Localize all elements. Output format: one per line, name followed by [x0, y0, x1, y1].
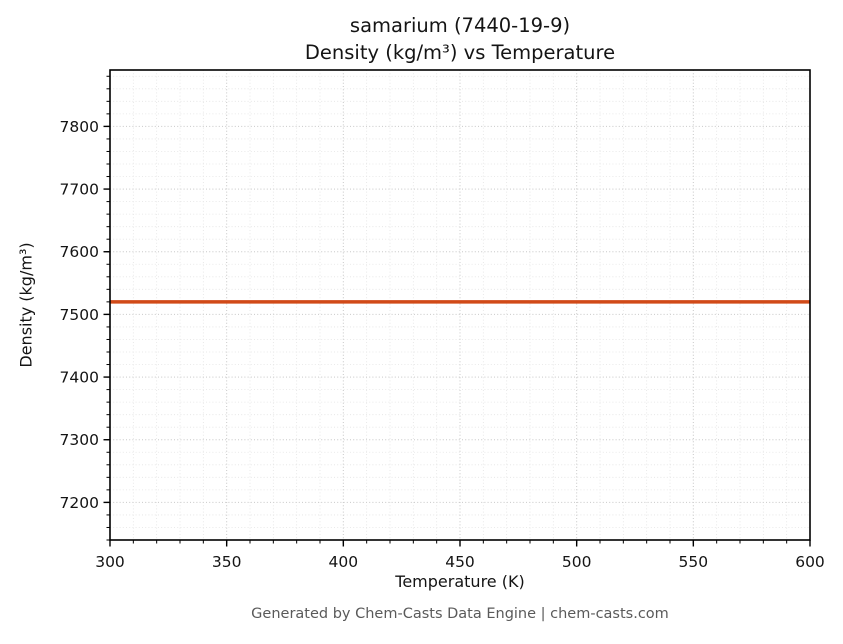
- y-tick-label: 7700: [60, 181, 99, 199]
- y-tick-label: 7500: [60, 306, 99, 324]
- footer-caption: Generated by Chem-Casts Data Engine | ch…: [251, 606, 669, 622]
- chart-title-line2: Density (kg/m³) vs Temperature: [304, 41, 616, 64]
- chart-title-line1: samarium (7440-19-9): [349, 14, 571, 37]
- x-tick-label: 500: [562, 553, 592, 571]
- x-tick-label: 550: [679, 553, 709, 571]
- x-tick-label: 400: [329, 553, 359, 571]
- y-tick-label: 7600: [60, 243, 99, 261]
- y-tick-label: 7300: [60, 431, 99, 449]
- x-tick-label: 350: [212, 553, 242, 571]
- x-tick-label: 600: [795, 553, 825, 571]
- y-tick-label: 7800: [60, 118, 99, 136]
- x-axis-label: Temperature (K): [395, 572, 525, 591]
- x-tick-label: 300: [95, 553, 125, 571]
- plot-background: [110, 70, 810, 540]
- y-axis-label: Density (kg/m³): [16, 242, 36, 368]
- x-tick-label: 450: [445, 553, 475, 571]
- chart-title: samarium (7440-19-9) Density (kg/m³) vs …: [110, 12, 810, 66]
- y-tick-label: 7200: [60, 494, 99, 512]
- y-tick-label: 7400: [60, 369, 99, 387]
